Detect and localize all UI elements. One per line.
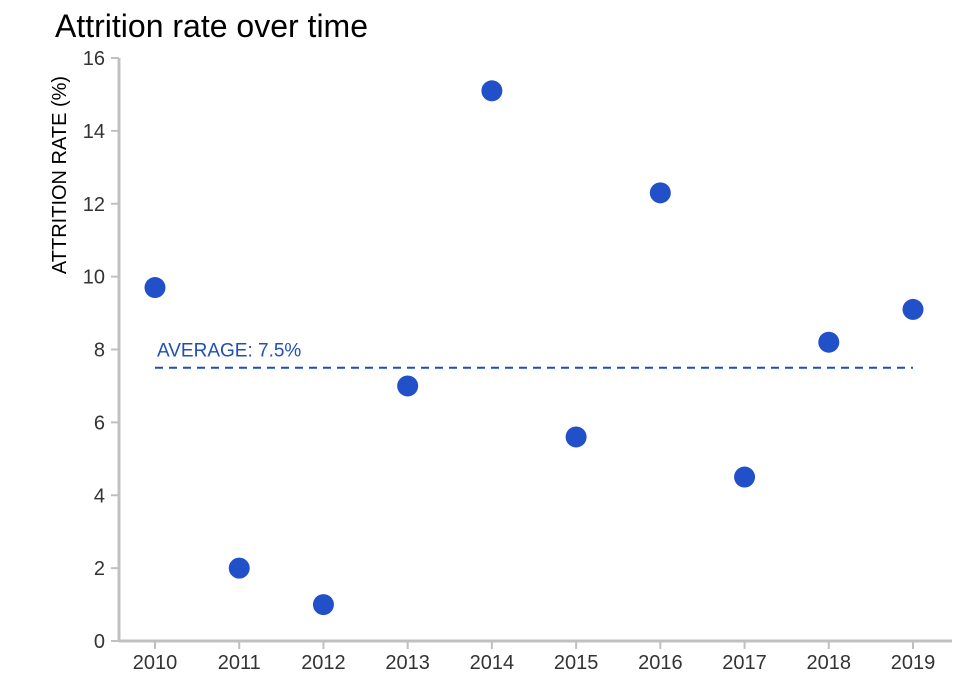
y-tick-label: 10 (83, 267, 105, 289)
y-tick-label: 16 (83, 48, 105, 70)
x-tick-label: 2011 (218, 652, 261, 674)
data-point (397, 375, 419, 397)
y-tick-label: 14 (83, 121, 105, 143)
x-tick-label: 2017 (722, 652, 767, 674)
x-tick-label: 2013 (385, 652, 430, 674)
y-tick-label: 6 (94, 412, 105, 434)
y-tick-label: 2 (94, 558, 105, 580)
x-tick-label: 2012 (301, 652, 346, 674)
y-tick-label: 8 (94, 340, 105, 362)
average-label: AVERAGE: 7.5% (157, 341, 301, 362)
data-point (228, 557, 250, 579)
y-axis-title: ATTRITION RATE (%) (49, 76, 71, 274)
y-tick-label: 0 (94, 631, 105, 653)
y-tick-label: 4 (94, 485, 105, 507)
data-point (312, 594, 334, 616)
data-points (144, 80, 924, 616)
data-point (481, 80, 503, 102)
x-tick-label: 2016 (638, 652, 683, 674)
data-point (565, 426, 587, 448)
data-point (144, 277, 166, 299)
data-point (649, 182, 671, 204)
x-tick-label: 2019 (891, 652, 936, 674)
x-axis-ticks: 2010 2011 2012 2013 2014 2015 2016 2017 2018 2019 (133, 641, 936, 674)
y-tick-label: 12 (83, 194, 105, 216)
y-axis-ticks: 0 2 4 6 8 10 12 14 16 (83, 48, 119, 653)
data-point (734, 466, 756, 488)
x-tick-label: 2018 (807, 652, 852, 674)
data-point (902, 298, 924, 320)
data-point (818, 331, 840, 353)
x-tick-label: 2010 (133, 652, 178, 674)
x-tick-label: 2015 (554, 652, 599, 674)
x-tick-label: 2014 (470, 652, 515, 674)
chart-title: Attrition rate over time (55, 8, 368, 44)
